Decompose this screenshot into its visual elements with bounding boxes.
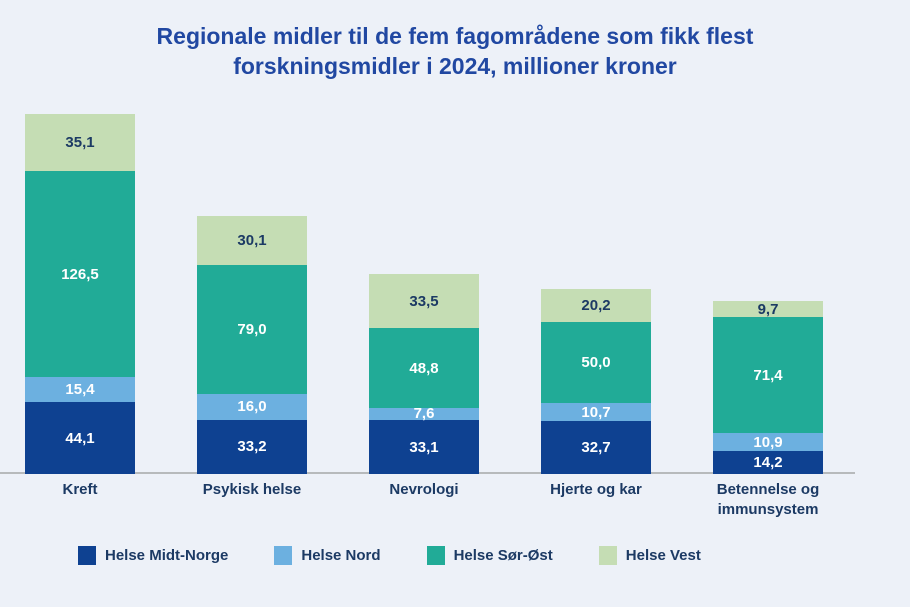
value-label: 20,2 xyxy=(581,297,611,314)
value-label: 15,4 xyxy=(65,381,95,399)
value-label: 126,5 xyxy=(61,265,99,283)
value-label: 71,4 xyxy=(753,366,783,384)
legend-item-helse-nord: Helse Nord xyxy=(274,546,381,565)
bar-segment: 33,2 xyxy=(197,419,307,474)
value-label: 32,7 xyxy=(581,438,611,456)
bar-segment: 35,1 xyxy=(25,114,135,172)
value-label: 79,0 xyxy=(237,321,267,339)
value-label: 35,1 xyxy=(65,134,95,152)
value-label: 48,8 xyxy=(409,359,439,377)
legend-swatch-icon xyxy=(598,546,617,565)
category-label: Nevrologi xyxy=(389,481,459,498)
legend-swatch-icon xyxy=(426,546,445,565)
legend-item-helse-vest: Helse Vest xyxy=(598,546,701,565)
legend-item-helse-sor-ost: Helse Sør-Øst xyxy=(426,546,553,565)
bar-group: 33,2 16,0 79,0 30,1 xyxy=(197,216,307,474)
value-label: 30,1 xyxy=(237,232,267,250)
bar-segment: 9,7 xyxy=(713,301,823,317)
bar-segment: 10,9 xyxy=(713,433,823,451)
value-label: 33,1 xyxy=(409,438,439,456)
legend-item-helse-midt-norge: Helse Midt-Norge xyxy=(78,546,228,565)
value-label: 33,5 xyxy=(409,292,439,310)
bar-segment: 71,4 xyxy=(713,316,823,434)
bar-segment: 33,1 xyxy=(369,420,479,474)
bar-segment: 14,2 xyxy=(713,450,823,474)
legend: Helse Midt-Norge Helse Nord Helse Sør-Øs… xyxy=(78,546,701,565)
bar-group: 14,2 10,9 71,4 9,7 xyxy=(713,301,823,474)
bar-segment: 50,0 xyxy=(541,321,651,404)
bar-group: 32,7 10,7 50,0 20,2 xyxy=(541,289,651,474)
bar-segment: 7,6 xyxy=(369,405,479,423)
value-label: 10,7 xyxy=(581,403,611,421)
value-label: 7,6 xyxy=(413,405,435,423)
legend-label: Helse Midt-Norge xyxy=(105,547,229,564)
value-label: 9,7 xyxy=(757,300,779,318)
legend-label: Helse Vest xyxy=(625,547,701,564)
value-label: 44,1 xyxy=(65,429,95,447)
value-label: 33,2 xyxy=(237,438,267,456)
category-label: Betennelse og immunsystem xyxy=(716,481,820,519)
bar-segment: 32,7 xyxy=(541,420,651,474)
value-label: 10,9 xyxy=(753,433,783,451)
chart-title: Regionale midler til de fem fagområdene … xyxy=(156,23,754,79)
bar-segment: 48,8 xyxy=(369,328,479,408)
category-label: Kreft xyxy=(62,481,98,498)
bar-segment: 126,5 xyxy=(25,171,135,378)
bar-segment: 16,0 xyxy=(197,393,307,420)
legend-label: Helse Nord xyxy=(301,547,381,564)
category-label: Hjerte og kar xyxy=(550,481,642,498)
bar-group: 44,1 15,4 126,5 35,1 xyxy=(25,114,135,474)
bar-segment: 10,7 xyxy=(541,403,651,421)
value-label: 16,0 xyxy=(237,398,267,416)
bar-segment: 15,4 xyxy=(25,377,135,403)
category-label: Psykisk helse xyxy=(202,481,302,498)
bar-segment: 20,2 xyxy=(541,289,651,322)
bar-segment: 30,1 xyxy=(197,216,307,266)
value-label: 14,2 xyxy=(753,453,783,471)
bar-segment: 44,1 xyxy=(25,402,135,474)
legend-swatch-icon xyxy=(274,546,293,565)
value-label: 50,0 xyxy=(581,354,611,372)
bar-segment: 79,0 xyxy=(197,265,307,394)
legend-swatch-icon xyxy=(78,546,96,565)
legend-label: Helse Sør-Øst xyxy=(453,547,553,564)
bar-segment: 33,5 xyxy=(369,273,479,329)
bar-group: 33,1 7,6 48,8 33,5 xyxy=(369,273,479,474)
